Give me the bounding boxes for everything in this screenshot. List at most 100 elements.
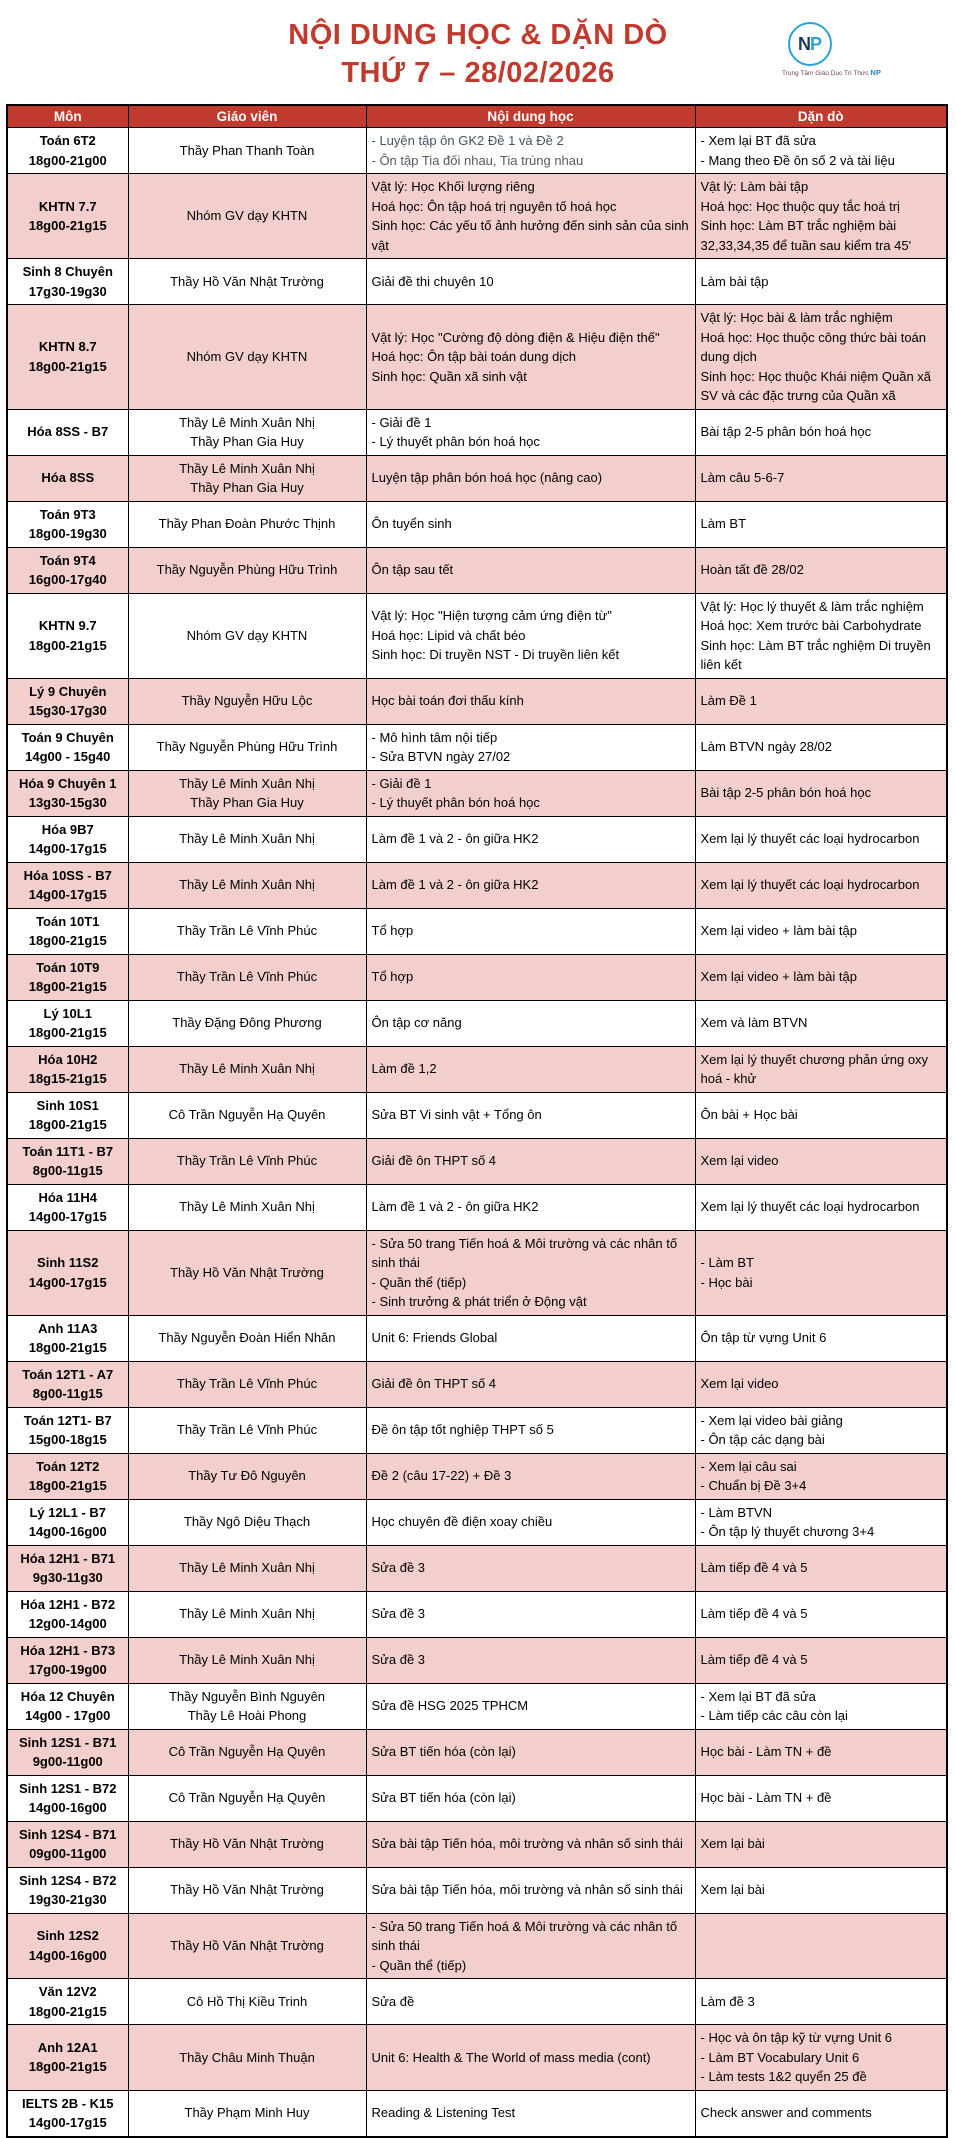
- subject-cell: Hóa 12 Chuyên 14g00 - 17g00: [6, 1682, 129, 1730]
- teacher-cell: Thầy Trần Lê Vĩnh Phúc: [127, 1406, 367, 1454]
- table-row: Sinh 12S2 14g00-16g00 Thầy Hồ Văn Nhật Trư…: [6, 1912, 948, 1979]
- content-line: - Sinh trưởng & phát triển ở Động vật: [371, 1294, 587, 1309]
- teacher-cell: Thầy Nguyễn Đoàn Hiển Nhân: [127, 1314, 367, 1362]
- content-cell: Sửa BT tiến hóa (còn lại): [365, 1774, 696, 1822]
- homework-cell: Ôn tập từ vựng Unit 6: [694, 1314, 948, 1362]
- content-cell: Unit 6: Health & The World of mass media…: [365, 2024, 696, 2091]
- content-cell: - Mô hình tâm nội tiếp - Sửa BTVN ngày 27…: [365, 723, 696, 771]
- subject-line: Toán 10T1: [36, 913, 100, 929]
- teacher-cell: Thầy Phan Đoàn Phước Thịnh: [127, 500, 367, 548]
- table-row: Toán 10T9 18g00-21g15 Thầy Trần Lê Vĩnh Ph…: [6, 953, 948, 1001]
- table-row: Toán 12T1 - A7 8g00-11g15 Thầy Trần Lê Vĩn…: [6, 1360, 948, 1408]
- content-line: - Giải đề 1: [371, 775, 432, 791]
- subject-cell: Hóa 12H1 - B71 9g30-11g30: [6, 1544, 129, 1592]
- table-row: Hóa 8SS Thầy Lê Minh Xuân Nhị Thầy Phan Gi…: [6, 454, 948, 502]
- teacher-cell: Thầy Hồ Văn Nhật Trường: [127, 1229, 367, 1316]
- table-row: Toán 10T1 18g00-21g15 Thầy Trần Lê Vĩnh Ph…: [6, 907, 948, 955]
- homework-line: Hoàn tất đề 28/02: [700, 562, 804, 578]
- subject-cell: Lý 9 Chuyên 15g30-17g30: [6, 677, 129, 725]
- subject-line: 9g30-11g30: [32, 1570, 103, 1585]
- subject-cell: KHTN 7.7 18g00-21g15: [6, 173, 129, 259]
- teacher-cell: Thầy Lê Minh Xuân Nhị Thầy Phan Gia Huy: [127, 769, 367, 817]
- homework-line: - Làm BT: [700, 1255, 754, 1270]
- teacher-cell: Thầy Lê Minh Xuân Nhị: [127, 1183, 367, 1231]
- subject-line: 14g00 - 15g40: [25, 749, 111, 764]
- content-cell: Sửa bài tập Tiến hóa, môi trường và nhân…: [365, 1866, 696, 1914]
- subject-line: Sinh 8 Chuyên: [22, 264, 113, 279]
- subject-cell: Sinh 11S2 14g00-17g15: [6, 1229, 129, 1316]
- homework-line: Xem lại bài: [700, 1836, 765, 1852]
- content-line: Đề ôn tập tốt nghiệp THPT số 5: [371, 1422, 554, 1438]
- teacher-name: Thầy Lê Minh Xuân Nhị: [179, 831, 315, 847]
- subject-cell: IELTS 2B - K15 14g00-17g15: [6, 2089, 129, 2137]
- subject-line: Sinh 12S1 - B72: [18, 1780, 117, 1796]
- table-row: Hóa 12H1 - B72 12g00-14g00 Thầy Lê Minh Xu…: [6, 1590, 948, 1638]
- homework-line: Vật lý: Học bài & làm trắc nghiệm: [700, 310, 893, 325]
- subject-line: 19g30-21g30: [28, 1892, 107, 1907]
- content-line: - Lý thuyết phân bón hoá học: [371, 795, 540, 810]
- subject-cell: Toán 9T4 16g00-17g40: [6, 546, 129, 594]
- subject-cell: Hóa 10SS - B7 14g00-17g15: [6, 861, 129, 909]
- homework-line: Ôn bài + Học bài: [700, 1107, 798, 1123]
- teacher-name: Nhóm GV dạy KHTN: [186, 627, 308, 643]
- homework-cell: Xem lại bài: [694, 1866, 948, 1914]
- subject-line: Hóa 12H1 - B72: [20, 1596, 116, 1612]
- teacher-name: Cô Hồ Thị Kiều Trinh: [186, 1993, 308, 2009]
- content-line: Reading & Listening Test: [371, 2105, 516, 2121]
- teacher-name: Thầy Lê Hoài Phong: [187, 1708, 307, 1723]
- teacher-cell: Thầy Lê Minh Xuân Nhị: [127, 815, 367, 863]
- schedule-table: Môn Giáo viên Nội dung học Dặn dò Toán 6T2 1…: [6, 104, 948, 2138]
- subject-cell: Sinh 8 Chuyên 17g30-19g30: [6, 258, 129, 305]
- homework-line: Xem lại lý thuyết các loại hydrocarbon: [700, 1199, 920, 1215]
- subject-line: Sinh 10S1: [36, 1097, 99, 1113]
- homework-line: Hoá học: Học thuộc quy tắc hoá trị: [700, 198, 900, 214]
- table-row: Hóa 9B7 14g00-17g15 Thầy Lê Minh Xuân Nhị L…: [6, 815, 948, 863]
- table-row: Lý 12L1 - B7 14g00-16g00 Thầy Ngô Diệu Thạ…: [6, 1498, 948, 1546]
- table-row: Toán 11T1 - B7 8g00-11g15 Thầy Trần Lê Vĩn…: [6, 1137, 948, 1185]
- homework-line: Làm BTVN ngày 28/02: [700, 739, 833, 755]
- content-line: Đề 2 (câu 17-22) + Đề 3: [371, 1468, 512, 1484]
- teacher-name: Thầy Phan Đoàn Phước Thịnh: [158, 516, 336, 532]
- subject-line: 14g00 - 17g00: [25, 1708, 111, 1723]
- content-line: - Sửa BTVN ngày 27/02: [371, 749, 511, 764]
- homework-line: Làm Đề 1: [700, 693, 757, 709]
- homework-line: Xem và làm BTVN: [700, 1015, 808, 1031]
- homework-line: Bài tập 2-5 phân bón hoá học: [700, 424, 872, 440]
- subject-line: 8g00-11g15: [32, 1163, 103, 1178]
- homework-line: Học bài - Làm TN + đề: [700, 1744, 832, 1760]
- teacher-cell: Cô Trần Nguyễn Hạ Quyên: [127, 1091, 367, 1139]
- homework-cell: Xem lại video: [694, 1360, 948, 1408]
- subject-cell: Toán 9T3 18g00-19g30: [6, 500, 129, 548]
- homework-line: - Làm BTVN: [700, 1504, 773, 1520]
- homework-cell: Bài tập 2-5 phân bón hoá học: [694, 408, 948, 456]
- content-line: Giải đề thi chuyên 10: [371, 273, 494, 289]
- teacher-name: Thầy Lê Minh Xuân Nhị: [179, 1199, 315, 1215]
- column-header: Môn: [6, 104, 129, 128]
- subject-line: Sinh 12S2: [36, 1928, 99, 1944]
- homework-line: Làm bài tập: [700, 273, 769, 289]
- table-row: Sinh 8 Chuyên 17g30-19g30 Thầy Hồ Văn Nhật…: [6, 258, 948, 305]
- teacher-cell: Thầy Nguyễn Phùng Hữu Trình: [127, 723, 367, 771]
- content-line: Ôn tập sau tết: [371, 562, 454, 578]
- subject-cell: Sinh 12S1 - B72 14g00-16g00: [6, 1774, 129, 1822]
- teacher-name: Thầy Nguyễn Đoàn Hiển Nhân: [158, 1330, 336, 1346]
- table-row: Lý 9 Chuyên 15g30-17g30 Thầy Nguyễn Hữu Lộ…: [6, 677, 948, 725]
- subject-cell: Toán 10T9 18g00-21g15: [6, 953, 129, 1001]
- teacher-cell: Thầy Lê Minh Xuân Nhị: [127, 1636, 367, 1684]
- subject-line: Hóa 12 Chuyên: [20, 1688, 115, 1704]
- subject-line: 12g00-14g00: [28, 1616, 107, 1631]
- teacher-cell: Cô Trần Nguyễn Hạ Quyên: [127, 1774, 367, 1822]
- teacher-name: Thầy Phan Gia Huy: [190, 795, 304, 810]
- teacher-cell: Nhóm GV dạy KHTN: [127, 173, 367, 259]
- teacher-cell: Thầy Hồ Văn Nhật Trường: [127, 1866, 367, 1914]
- subject-cell: Hóa 11H4 14g00-17g15: [6, 1183, 129, 1231]
- content-cell: Vật lý: Học Khối lượng riêng Hoá học: Ôn …: [365, 173, 696, 259]
- homework-line: - Làm tiếp các câu còn lại: [700, 1708, 848, 1723]
- subject-line: Hóa 8SS - B7: [27, 424, 109, 440]
- homework-line: Làm tiếp đề 4 và 5: [700, 1560, 808, 1576]
- content-line: Sửa BT Vi sinh vật + Tổng ôn: [371, 1107, 542, 1123]
- teacher-cell: Thầy Hồ Văn Nhật Trường: [127, 1912, 367, 1979]
- subject-line: Văn 12V2: [38, 1984, 97, 1999]
